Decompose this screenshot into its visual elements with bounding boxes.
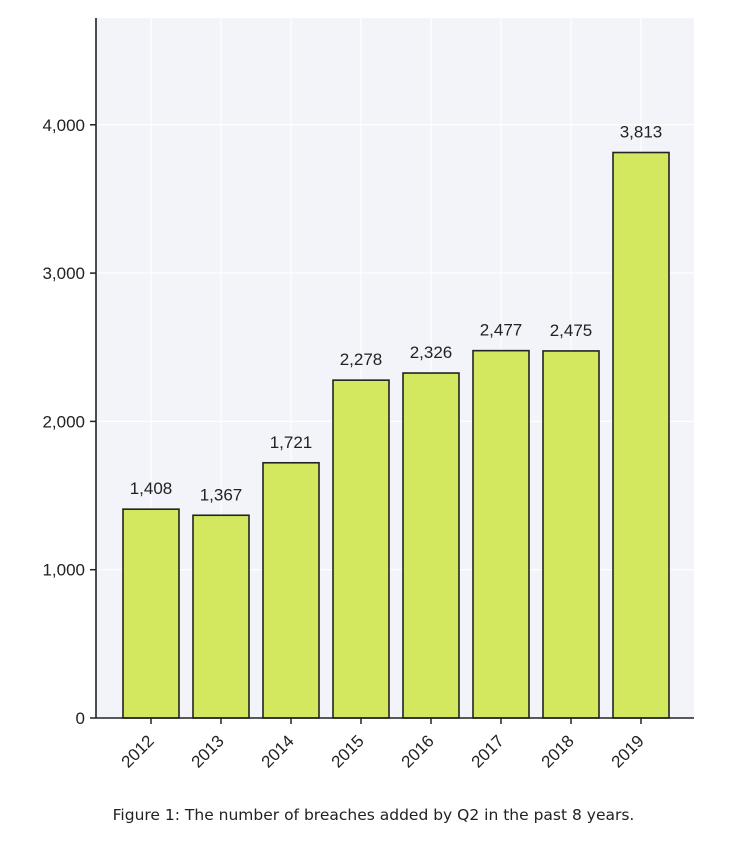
x-tick-label: 2016: [398, 731, 438, 771]
figure-caption: Figure 1: The number of breaches added b…: [112, 806, 635, 824]
bar-2016: [402, 372, 460, 719]
y-tick-label: 0: [76, 709, 85, 728]
y-tick-label: 2,000: [42, 412, 85, 431]
data-label-2016: 2,326: [410, 343, 453, 362]
bars: [122, 151, 670, 719]
x-tick-label: 2017: [468, 731, 508, 771]
x-tick-label: 2013: [188, 731, 228, 771]
x-tick-label: 2018: [538, 731, 578, 771]
bar-2019: [612, 151, 670, 719]
bar-2012: [122, 508, 180, 719]
data-labels: 1,408 1,367 1,721 2,278 2,326 2,477 2,475 3,813: [130, 123, 663, 505]
plot-background: [96, 18, 694, 718]
data-label-2018: 2,475: [550, 321, 593, 340]
data-label-2017: 2,477: [480, 321, 523, 340]
y-tick-label: 4,000: [42, 116, 85, 135]
x-tick-label: 2015: [328, 731, 368, 771]
data-label-2013: 1,367: [200, 485, 243, 504]
data-label-2015: 2,278: [340, 350, 383, 369]
data-label-2019: 3,813: [620, 123, 663, 142]
x-tick-label: 2014: [258, 731, 298, 771]
bar-2013: [192, 514, 250, 719]
y-tick-label: 3,000: [42, 264, 85, 283]
bar-2017: [472, 349, 530, 719]
bar-2018: [542, 350, 600, 719]
bar-2015: [332, 379, 390, 719]
x-tick-label: 2019: [608, 731, 648, 771]
x-tick-label: 2012: [118, 731, 158, 771]
bar-2014: [262, 461, 320, 719]
y-tick-label: 1,000: [42, 561, 85, 580]
data-label-2014: 1,721: [270, 433, 313, 452]
data-label-2012: 1,408: [130, 479, 173, 498]
